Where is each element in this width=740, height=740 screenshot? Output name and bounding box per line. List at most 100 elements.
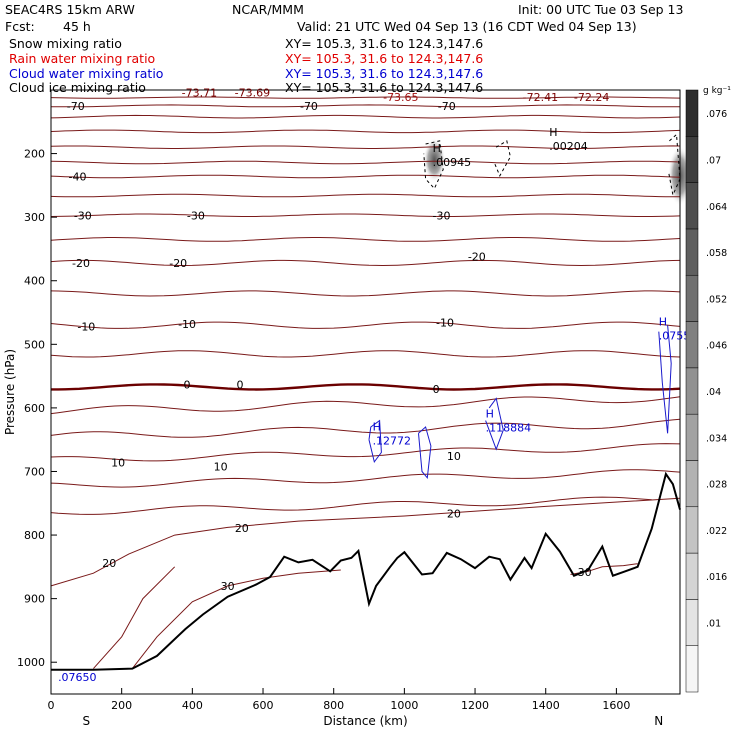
- colorbar-tick-label: .046: [706, 341, 727, 352]
- colorbar-tick-label: .04: [706, 387, 721, 398]
- x-tick-label: 1000: [390, 699, 418, 712]
- colorbar-tick-label: .028: [706, 480, 727, 491]
- colorbar-tick-label: .076: [706, 109, 727, 120]
- top-value-label: -72.24: [574, 91, 609, 104]
- temperature-contour: [50, 443, 681, 462]
- field-name-cloud-water: Cloud water mixing ratio: [9, 66, 164, 81]
- model-title: SEAC4RS 15km ARW: [5, 2, 135, 17]
- maximum-marker: H: [486, 408, 494, 421]
- temperature-contour: [50, 350, 681, 358]
- contour-label: -30: [432, 209, 450, 222]
- maximum-marker: H: [433, 142, 441, 155]
- contour-label: -20: [468, 251, 486, 264]
- endpoint-right: N: [654, 714, 663, 728]
- y-tick-label: 800: [24, 529, 45, 542]
- temperature-contour: [50, 114, 681, 119]
- y-tick-label: 1000: [17, 656, 45, 669]
- colorbar-tick-label: .07: [706, 155, 721, 166]
- fcst-value: 45 h: [63, 19, 91, 34]
- temperature-contour: [50, 259, 681, 267]
- contour-label: 10: [447, 450, 461, 463]
- x-tick-label: 1200: [461, 699, 489, 712]
- snow-contour: [494, 140, 511, 177]
- cloud-water-contour: [658, 325, 672, 434]
- field-name-cloud-ice: Cloud ice mixing ratio: [9, 80, 146, 95]
- temperature-contour: [50, 104, 680, 108]
- colorbar-bin: [685, 506, 699, 554]
- x-tick-label: 200: [111, 699, 132, 712]
- colorbar-bin: [685, 89, 699, 137]
- y-tick-label: 700: [24, 465, 45, 478]
- y-tick-label: 500: [24, 338, 45, 351]
- top-value-label: -73.65: [383, 91, 418, 104]
- x-tick-label: 400: [182, 699, 203, 712]
- colorbar-bin: [685, 645, 699, 693]
- x-tick-label: 0: [48, 699, 55, 712]
- colorbar-tick-label: .01: [706, 619, 721, 630]
- maximum-marker: H: [373, 420, 381, 433]
- colorbar-bin: [685, 599, 699, 646]
- contour-label: -40: [69, 170, 87, 183]
- temperature-contour: [131, 569, 341, 669]
- colorbar-bin: [685, 413, 699, 461]
- snow-contour: [423, 140, 444, 190]
- x-tick-label: 800: [323, 699, 344, 712]
- x-tick-label: 1600: [602, 699, 630, 712]
- contour-label: -30: [187, 209, 205, 222]
- temperature-contour: [50, 290, 681, 297]
- temperature-contour: [50, 96, 681, 99]
- maximum-marker: H: [659, 316, 667, 329]
- contour-label: 20: [235, 522, 249, 535]
- cloud-water-contour: [418, 426, 432, 480]
- temperature-contour: [50, 396, 681, 415]
- contour-label: -10: [436, 317, 454, 330]
- temperature-contour: [50, 321, 681, 329]
- x-axis-label: Distance (km): [323, 714, 407, 728]
- y-tick-label: 900: [24, 593, 45, 606]
- y-tick-label: 400: [24, 275, 45, 288]
- temperature-contour: [50, 174, 681, 179]
- colorbar-bin: [685, 460, 699, 508]
- temperature-contour: [50, 129, 681, 134]
- temperature-contour: [51, 383, 681, 391]
- colorbar-tick-label: .022: [706, 526, 727, 537]
- snow-shade-blob: [423, 137, 446, 182]
- top-value-label: -72.41: [523, 91, 558, 104]
- contour-label: -70: [67, 100, 85, 113]
- x-tick-label: 600: [253, 699, 274, 712]
- maximum-value: .07650: [58, 671, 96, 684]
- fcst-label: Fcst:: [5, 19, 35, 34]
- temperature-contour: [50, 237, 681, 242]
- colorbar-tick-label: .052: [706, 294, 727, 305]
- colorbar-bin: [685, 136, 699, 183]
- colorbar-bin: [685, 367, 699, 415]
- y-axis-label: Pressure (hPa): [3, 349, 17, 435]
- contour-label: 20: [102, 557, 116, 570]
- temperature-contour: [50, 469, 681, 488]
- contour-label: -10: [178, 318, 196, 331]
- contour-label: -70: [438, 100, 456, 113]
- colorbar-bin: [685, 228, 699, 276]
- colorbar-bin: [685, 552, 699, 600]
- colorbar-tick-label: .064: [706, 202, 727, 213]
- field-xy-cloud-ice: XY= 105.3, 31.6 to 124.3,147.6: [285, 80, 484, 95]
- org-title: NCAR/MMM: [232, 2, 304, 17]
- temperature-contour: [50, 160, 681, 165]
- init-time: Init: 00 UTC Tue 03 Sep 13: [518, 2, 684, 17]
- maximum-value: .00945: [433, 156, 472, 169]
- contour-label: 10: [214, 460, 228, 473]
- contour-label: -30: [74, 209, 92, 222]
- field-name-rain: Rain water mixing ratio: [9, 51, 156, 66]
- temperature-contour: [50, 497, 681, 587]
- contour-label: -20: [169, 257, 187, 270]
- top-value-label: -73.69: [235, 86, 270, 99]
- temperature-contour: [50, 193, 680, 198]
- top-value-label: -73.71: [182, 86, 217, 99]
- contour-label: 0: [184, 378, 191, 391]
- colorbar-tick-label: .034: [706, 433, 727, 444]
- y-tick-label: 300: [24, 211, 45, 224]
- contour-label: -70: [300, 100, 318, 113]
- contour-label: 30: [578, 566, 592, 579]
- contour-label: 10: [111, 457, 125, 470]
- y-tick-label: 200: [24, 148, 45, 161]
